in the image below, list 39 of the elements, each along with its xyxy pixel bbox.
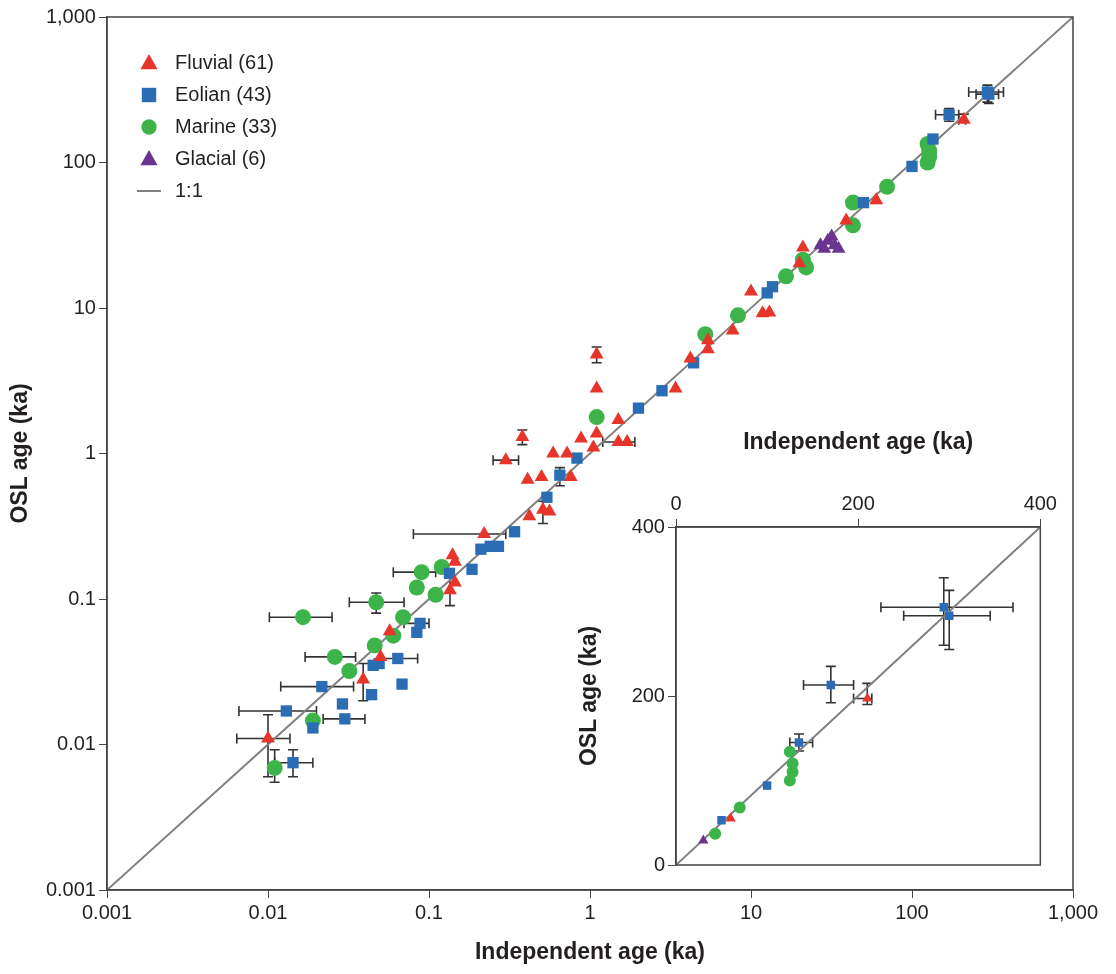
x-tick-label: 1 bbox=[584, 900, 596, 923]
point bbox=[709, 827, 722, 840]
y-tick-label: 0.001 bbox=[45, 877, 96, 900]
point bbox=[783, 745, 796, 758]
point bbox=[733, 801, 746, 814]
x-tick-label: 0.1 bbox=[415, 900, 443, 923]
point bbox=[944, 611, 954, 620]
y-tick-label: 0 bbox=[653, 852, 665, 875]
point bbox=[939, 603, 949, 612]
y-axis-title: OSL age (ka) bbox=[6, 383, 33, 524]
legend-label: 1:1 bbox=[175, 178, 203, 201]
x-tick-label: 0 bbox=[670, 491, 682, 514]
x-tick-label: 1,000 bbox=[1047, 900, 1099, 923]
y-tick-label: 400 bbox=[631, 514, 665, 537]
x-axis-title: Independent age (ka) bbox=[474, 937, 706, 964]
y-tick-label: 1 bbox=[84, 441, 96, 464]
point bbox=[717, 815, 726, 825]
x-tick-label: 400 bbox=[1023, 491, 1057, 514]
y-tick-label: 1,000 bbox=[45, 4, 96, 27]
point bbox=[862, 692, 873, 702]
point bbox=[783, 774, 796, 787]
y-tick-label: 100 bbox=[62, 150, 96, 173]
legend-label: Marine (33) bbox=[175, 114, 278, 137]
x-tick-label: 10 bbox=[739, 900, 763, 923]
x-tick-label: 0.01 bbox=[248, 900, 288, 923]
x-tick-label: 200 bbox=[841, 491, 875, 514]
x-tick-label: 100 bbox=[895, 900, 929, 923]
point bbox=[794, 738, 804, 747]
x-axis-title: Independent age (ka) bbox=[743, 428, 974, 455]
legend-label: Fluvial (61) bbox=[175, 50, 274, 73]
legend-label: Glacial (6) bbox=[175, 146, 267, 169]
point bbox=[762, 781, 772, 790]
y-tick-label: 0.1 bbox=[68, 586, 96, 609]
y-tick-label: 0.01 bbox=[57, 732, 96, 755]
y-axis-title: OSL age (ka) bbox=[575, 625, 602, 767]
y-tick-label: 200 bbox=[631, 683, 665, 706]
point bbox=[725, 812, 736, 822]
legend-label: Eolian (43) bbox=[175, 82, 272, 105]
y-tick-label: 10 bbox=[73, 295, 96, 318]
